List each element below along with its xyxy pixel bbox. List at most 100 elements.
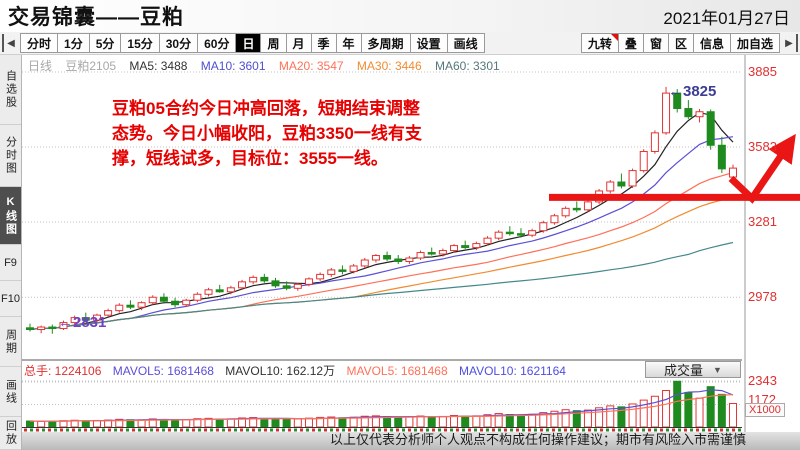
volume-indicator-selector[interactable]: 成交量 ▼ — [645, 361, 741, 378]
candle — [126, 304, 135, 308]
nine-turn-button[interactable]: 九转 — [580, 33, 618, 53]
period-5min[interactable]: 5分 — [88, 33, 121, 53]
candle — [148, 296, 157, 304]
sidebar-item-f9[interactable]: F9 — [0, 245, 21, 281]
candle — [260, 276, 269, 282]
volume-bar — [171, 419, 180, 428]
candle — [505, 231, 514, 235]
volume-layer — [26, 380, 737, 428]
candle — [628, 170, 637, 187]
candle — [193, 293, 202, 301]
mavol10-value: MAVOL10: 162.12万 — [225, 364, 336, 378]
candle — [572, 207, 581, 211]
sidebar-item-f10[interactable]: F10 — [0, 281, 21, 317]
volume-bar — [383, 416, 392, 428]
region-button[interactable]: 区 — [667, 33, 693, 53]
sidebar-item-period[interactable]: 周期 — [0, 317, 21, 367]
volume-bar — [226, 418, 235, 428]
period-type-label: 日线 — [28, 59, 53, 73]
trend-arrow — [728, 133, 796, 204]
candle — [472, 243, 481, 249]
volume-unit-label: X1000 — [745, 403, 785, 417]
settings-button[interactable]: 设置 — [409, 33, 447, 53]
candle — [394, 258, 403, 262]
low-price-marker: ←2831 — [58, 314, 107, 331]
candle — [539, 222, 548, 232]
price-tick: 2978 — [748, 289, 777, 304]
candle — [516, 233, 525, 236]
period-yearly[interactable]: 年 — [335, 33, 361, 53]
candle — [293, 283, 302, 289]
period-60min[interactable]: 60分 — [197, 33, 236, 53]
candle — [695, 111, 704, 118]
candle — [405, 257, 414, 262]
annotation-line: 豆粕05合约今日冲高回落，短期结束调整 — [112, 99, 420, 118]
volume-indicator-bar: 总手: 1224106 MAVOL5: 1681468 MAVOL10: 162… — [24, 362, 742, 380]
period-15min[interactable]: 15分 — [120, 33, 159, 53]
volume-bar — [81, 420, 90, 428]
candle — [226, 287, 235, 293]
candle — [92, 314, 101, 321]
scroll-left-icon[interactable]: ◀ — [2, 34, 18, 52]
sidebar-item-kline[interactable]: K线图 — [0, 187, 21, 245]
period-30min[interactable]: 30分 — [158, 33, 198, 53]
volume-bar — [729, 402, 737, 428]
annotation-line: 态势。今日小幅收阳，豆粕3350一线有支 — [112, 124, 422, 143]
page-title: 交易锦囊——豆粕 — [8, 6, 184, 29]
period-daily[interactable]: 日 — [235, 33, 261, 53]
candle — [416, 252, 425, 259]
candle — [606, 181, 615, 192]
volume-bar — [516, 414, 525, 428]
sidebar-item-intraday[interactable]: 分时图 — [0, 125, 21, 187]
sidebar-item-watchlist[interactable]: 自选股 — [0, 55, 21, 125]
draw-line-button[interactable]: 画线 — [446, 33, 485, 53]
candle — [282, 285, 291, 289]
ma60-value: MA60: 3301 — [434, 59, 500, 73]
overlay-button[interactable]: 叠 — [617, 33, 643, 53]
candle — [215, 289, 224, 293]
candle — [37, 326, 46, 331]
candle — [617, 181, 626, 187]
mavol5-value: MAVOL5: 1681468 — [112, 364, 214, 378]
volume-bar — [662, 390, 671, 428]
add-watchlist-button[interactable]: 加自选 — [729, 33, 780, 53]
period-quarterly[interactable]: 季 — [310, 33, 336, 53]
volume-bar — [505, 414, 514, 428]
candle — [427, 252, 436, 255]
volume-bar — [26, 420, 34, 428]
volume-bar — [338, 417, 347, 428]
period-minute-view[interactable]: 分时 — [20, 33, 58, 53]
volume-bar — [37, 420, 46, 428]
date-label: 2021年01月27日 — [663, 8, 790, 28]
volume-bar — [405, 416, 414, 428]
candle — [706, 111, 715, 146]
candle — [137, 302, 146, 308]
scroll-right-icon[interactable]: ▶ — [782, 34, 798, 52]
price-tick: 3281 — [748, 214, 777, 229]
window-button[interactable]: 窗 — [642, 33, 668, 53]
price-tick: 3583 — [748, 139, 777, 154]
mavol5-value-2: MAVOL5: 1681468 — [346, 364, 448, 378]
total-volume: 总手: 1224106 — [24, 364, 102, 378]
candle — [182, 299, 191, 306]
candle — [171, 300, 180, 306]
info-button[interactable]: 信息 — [692, 33, 730, 53]
sidebar-item-replay[interactable]: 回放 — [0, 417, 21, 450]
volume-bar — [282, 418, 291, 428]
mavol10-value-2: MAVOL10: 1621164 — [458, 364, 566, 378]
candle — [304, 278, 313, 285]
date-axis — [24, 428, 741, 432]
candle — [483, 237, 492, 245]
sidebar-item-drawline[interactable]: 画线 — [0, 367, 21, 417]
candle — [238, 281, 247, 289]
multi-period-button[interactable]: 多周期 — [360, 33, 410, 53]
period-weekly[interactable]: 周 — [260, 33, 286, 53]
period-1min[interactable]: 1分 — [57, 33, 89, 53]
period-monthly[interactable]: 月 — [285, 33, 311, 53]
volume-bar — [394, 416, 403, 428]
volume-bar — [472, 415, 481, 428]
candle — [115, 304, 124, 312]
candle — [717, 144, 726, 170]
ma10-line — [29, 136, 734, 331]
arrow-left-icon: ← — [58, 314, 73, 331]
